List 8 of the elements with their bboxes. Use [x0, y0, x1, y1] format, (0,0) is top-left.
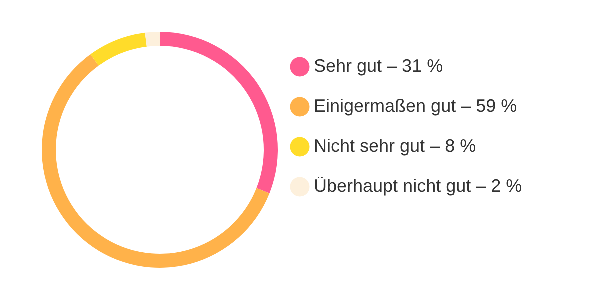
legend-label: Überhaupt nicht gut – 2 %	[314, 176, 522, 196]
legend-label: Nicht sehr gut – 8 %	[314, 136, 476, 156]
donut-slice	[145, 32, 160, 47]
legend-label: Einigermaßen gut – 59 %	[314, 96, 518, 116]
donut-slice	[90, 32, 147, 66]
legend-label: Sehr gut – 31 %	[314, 56, 444, 76]
donut-slice	[160, 32, 278, 194]
donut-slice	[42, 54, 270, 268]
